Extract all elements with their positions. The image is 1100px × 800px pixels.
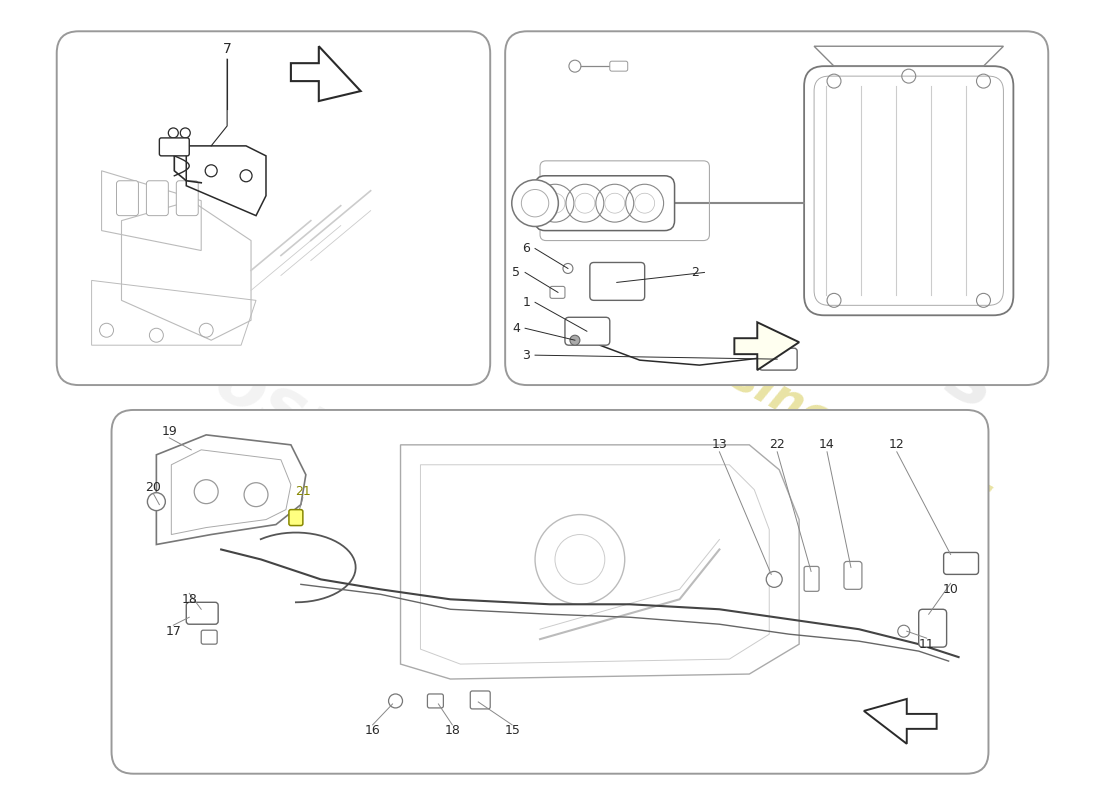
Text: 7: 7 [222,42,231,56]
FancyBboxPatch shape [535,176,674,230]
Text: 22: 22 [769,438,785,451]
Circle shape [512,180,559,226]
Text: since 1985: since 1985 [722,353,996,527]
Text: 1: 1 [522,296,530,309]
Text: eurospares: eurospares [82,282,519,558]
Text: a passion for parts: a passion for parts [563,478,836,641]
Circle shape [388,694,403,708]
FancyBboxPatch shape [117,181,139,216]
FancyBboxPatch shape [550,286,565,298]
Circle shape [569,60,581,72]
Text: eurospares: eurospares [549,134,1010,426]
FancyBboxPatch shape [146,181,168,216]
Text: 17: 17 [165,625,182,638]
FancyBboxPatch shape [918,610,947,647]
FancyBboxPatch shape [590,262,645,300]
Text: 19: 19 [162,426,177,438]
FancyBboxPatch shape [186,602,218,624]
FancyBboxPatch shape [57,31,491,385]
FancyBboxPatch shape [176,181,198,216]
Circle shape [180,128,190,138]
Text: 18: 18 [444,724,460,738]
Text: 3: 3 [522,349,530,362]
Circle shape [168,128,178,138]
FancyBboxPatch shape [111,410,989,774]
FancyBboxPatch shape [160,138,189,156]
Text: 11: 11 [918,638,935,650]
Text: 13: 13 [712,438,727,451]
Text: 5: 5 [513,266,520,279]
Circle shape [570,335,580,345]
FancyBboxPatch shape [944,553,979,574]
Polygon shape [735,322,799,370]
FancyBboxPatch shape [609,61,628,71]
FancyBboxPatch shape [201,630,217,644]
FancyBboxPatch shape [759,348,797,370]
Text: 18: 18 [182,593,197,606]
Text: 2: 2 [692,266,700,279]
Text: 4: 4 [513,322,520,334]
Text: 14: 14 [820,438,835,451]
Circle shape [898,626,910,637]
FancyBboxPatch shape [505,31,1048,385]
Text: a passion for parts: a passion for parts [129,477,374,622]
Text: 16: 16 [365,724,381,738]
Text: 6: 6 [522,242,530,255]
Text: 20: 20 [145,481,162,494]
Text: 15: 15 [504,724,520,738]
FancyBboxPatch shape [814,76,1003,306]
FancyBboxPatch shape [844,562,862,590]
FancyBboxPatch shape [565,318,609,345]
Circle shape [767,571,782,587]
FancyBboxPatch shape [471,691,491,709]
Text: 12: 12 [889,438,904,451]
Text: 10: 10 [943,583,958,596]
Circle shape [563,263,573,274]
Text: 21: 21 [295,485,310,498]
Polygon shape [290,46,361,101]
FancyBboxPatch shape [289,510,302,526]
Polygon shape [864,699,937,744]
Circle shape [147,493,165,510]
FancyBboxPatch shape [804,566,820,591]
FancyBboxPatch shape [428,694,443,708]
FancyBboxPatch shape [804,66,1013,315]
